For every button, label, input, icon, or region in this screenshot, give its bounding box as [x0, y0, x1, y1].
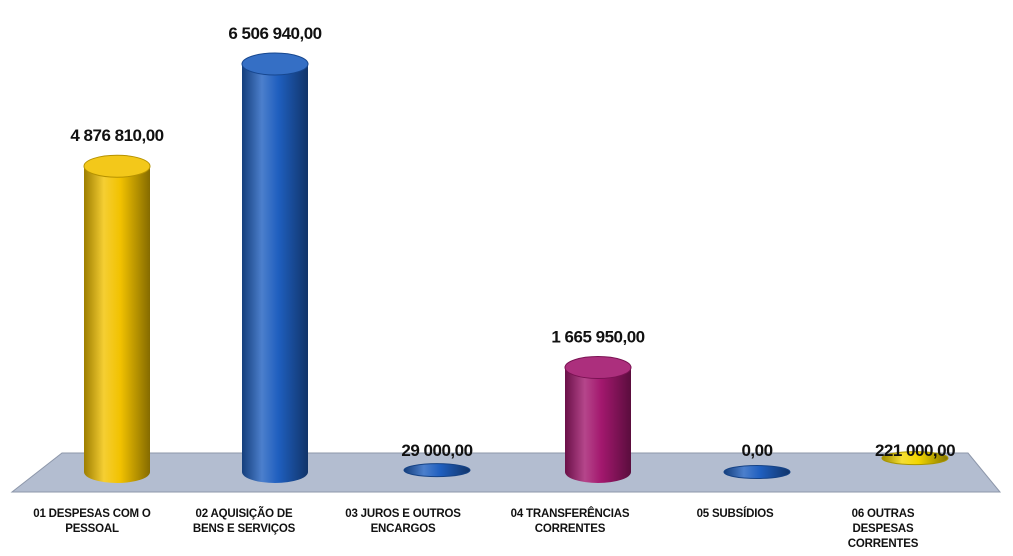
- category-label-1-line-1: 01 DESPESAS COM O: [33, 508, 151, 520]
- category-label-4-line-2: CORRENTES: [535, 523, 606, 535]
- bars-group: [83, 52, 949, 483]
- bar-1: [84, 166, 150, 483]
- category-label-6-line-1: 06 OUTRAS: [852, 508, 915, 520]
- category-label-2-line-2: BENS E SERVIÇOS: [193, 523, 296, 535]
- bar-3: [403, 463, 471, 478]
- bar-1-top: [83, 154, 151, 178]
- bar-5: [723, 465, 791, 479]
- category-label-5-line-1: 05 SUBSÍDIOS: [697, 507, 774, 520]
- bar-4: [565, 367, 631, 483]
- category-label-2-line-1: 02 AQUISIÇÃO DE: [196, 507, 293, 520]
- value-label-6: 221 000,00: [875, 441, 955, 460]
- category-labels-group: 01 DESPESAS COM O PESSOAL 02 AQUISIÇÃO DE B…: [33, 507, 919, 550]
- category-label-3-line-2: ENCARGOS: [371, 523, 436, 535]
- category-label-6-line-3: CORRENTES: [848, 538, 919, 550]
- category-label-3-line-1: 03 JUROS E OUTROS: [345, 508, 461, 520]
- chart-floor: [10, 452, 1002, 493]
- bar-6: [881, 451, 949, 466]
- value-label-4: 1 665 950,00: [551, 328, 644, 347]
- value-label-3: 29 000,00: [401, 441, 472, 460]
- category-label-4-line-1: 04 TRANSFERÊNCIAS: [511, 507, 630, 520]
- category-label-1-line-2: PESSOAL: [65, 523, 119, 535]
- value-label-1: 4 876 810,00: [70, 126, 163, 145]
- value-label-5: 0,00: [741, 441, 772, 460]
- bar-4-top: [564, 356, 632, 380]
- value-label-2: 6 506 940,00: [228, 24, 321, 43]
- bar-2: [242, 64, 308, 483]
- category-label-6-line-2: DESPESAS: [852, 523, 914, 535]
- bar-2-top: [241, 52, 309, 76]
- value-labels-group: 4 876 810,00 6 506 940,00 29 000,00 1 665 9…: [70, 24, 955, 460]
